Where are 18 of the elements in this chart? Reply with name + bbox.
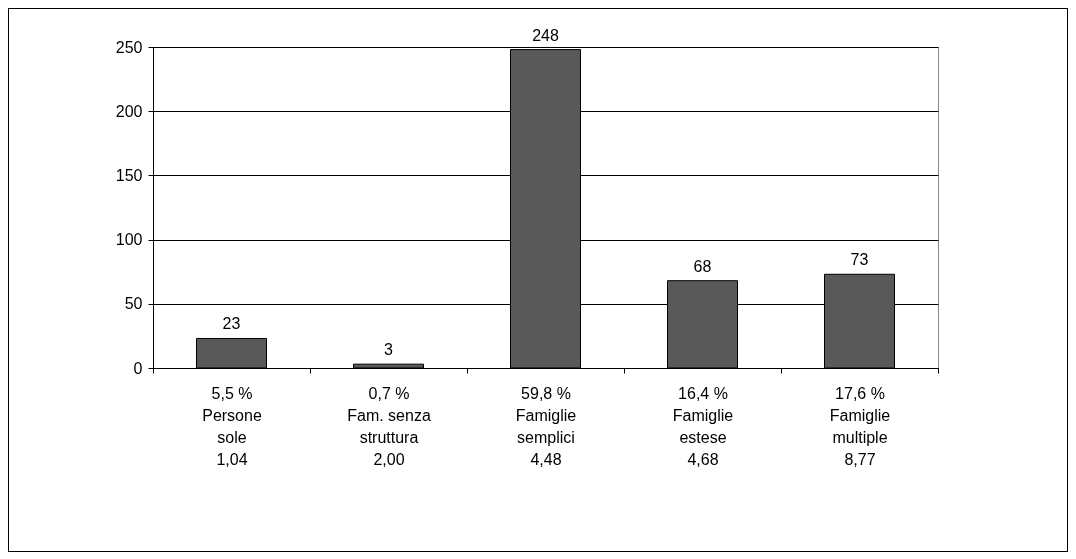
bar: [353, 363, 424, 369]
y-tick-label: 0: [133, 359, 143, 377]
y-tick-label: 100: [115, 231, 143, 249]
data-label: 73: [850, 251, 869, 269]
x-tick-label: 59,8 % Famiglie semplici 4,48: [515, 384, 577, 468]
bar: [196, 337, 267, 369]
y-tick-label: 150: [115, 166, 143, 184]
x-tick-label: 5,5 % Persone sole 1,04: [202, 384, 262, 468]
data-label: 3: [384, 341, 394, 359]
data-label: 68: [693, 257, 712, 275]
data-label: 248: [532, 26, 559, 44]
y-tick-label: 50: [124, 295, 143, 313]
x-tick-label: 0,7 % Fam. senza struttura 2,00: [347, 384, 431, 468]
y-tick-label: 250: [115, 38, 143, 56]
data-label: 23: [222, 315, 241, 333]
x-tick-label: 16,4 % Famiglie estese 4,68: [672, 384, 734, 468]
y-tick-label: 200: [115, 102, 143, 120]
x-tick-label: 17,6 % Famiglie multiple 8,77: [829, 384, 891, 468]
